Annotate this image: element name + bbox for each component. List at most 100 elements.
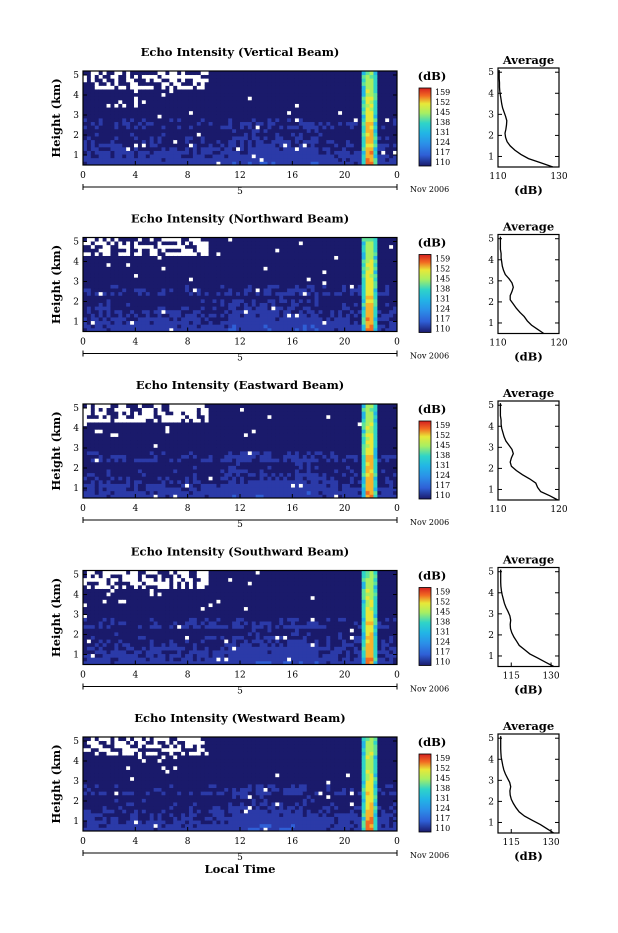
- heatmap-cell: [366, 89, 370, 93]
- heatmap-cell: [264, 274, 268, 278]
- heatmap-cell: [189, 89, 193, 93]
- heatmap-cell: [146, 476, 150, 480]
- heatmap-cell: [138, 143, 142, 147]
- heatmap-cell: [319, 256, 323, 260]
- heatmap-cell: [134, 129, 138, 133]
- heatmap-cell: [373, 306, 377, 310]
- heatmap-cell: [177, 313, 181, 317]
- heatmap-cell: [158, 125, 162, 129]
- heatmap-cell: [228, 125, 232, 129]
- heatmap-cell: [291, 143, 295, 147]
- heatmap-cell: [307, 281, 311, 285]
- heatmap-cell: [260, 158, 264, 162]
- heatmap-cell: [252, 129, 256, 133]
- heatmap-cell: [177, 71, 181, 75]
- heatmap-cell: [177, 487, 181, 491]
- heatmap-cell: [350, 270, 354, 274]
- heatmap-cell: [110, 306, 114, 310]
- heatmap-cell: [244, 75, 248, 79]
- heatmap-cell: [185, 303, 189, 307]
- heatmap-cell: [169, 238, 173, 242]
- heatmap-cell: [370, 256, 374, 260]
- heatmap-cell: [389, 277, 393, 281]
- heatmap-cell: [134, 111, 138, 115]
- heatmap-cell: [377, 248, 381, 252]
- heatmap-cell: [114, 285, 118, 289]
- heatmap-cell: [326, 147, 330, 151]
- heatmap-cell: [197, 125, 201, 129]
- heatmap-cell: [326, 82, 330, 86]
- heatmap-cell: [267, 292, 271, 296]
- heatmap-cell: [154, 122, 158, 126]
- heatmap-cell: [83, 107, 87, 111]
- heatmap-cell: [220, 270, 224, 274]
- heatmap-cell: [315, 288, 319, 292]
- heatmap-cell: [224, 299, 228, 303]
- heatmap-cell: [91, 143, 95, 147]
- heatmap-cell: [126, 252, 130, 256]
- heatmap-cell: [122, 82, 126, 86]
- heatmap-cell: [389, 151, 393, 155]
- heatmap-cell: [99, 462, 103, 466]
- heatmap-cell: [264, 75, 268, 79]
- heatmap-cell: [177, 107, 181, 111]
- heatmap-cell: [264, 107, 268, 111]
- heatmap-cell: [224, 313, 228, 317]
- y-axis-label: Height (km): [49, 245, 63, 324]
- heatmap-cell: [162, 484, 166, 488]
- heatmap-cell: [134, 75, 138, 79]
- heatmap-cell: [83, 248, 87, 252]
- heatmap-cell: [197, 288, 201, 292]
- heatmap-cell: [256, 295, 260, 299]
- heatmap-cell: [354, 122, 358, 126]
- heatmap-cell: [142, 411, 146, 415]
- heatmap-cell: [150, 245, 154, 249]
- heatmap-cell: [264, 277, 268, 281]
- heatmap-cell: [342, 104, 346, 108]
- colorbar-label: 145: [435, 108, 450, 117]
- heatmap-cell: [326, 281, 330, 285]
- heatmap-cell: [150, 473, 154, 477]
- heatmap-cell: [150, 480, 154, 484]
- heatmap-cell: [91, 270, 95, 274]
- heatmap-cell: [346, 324, 350, 328]
- heatmap-cell: [193, 107, 197, 111]
- heatmap-cell: [169, 248, 173, 252]
- heatmap-cell: [103, 256, 107, 260]
- heatmap-cell: [287, 248, 291, 252]
- heatmap-cell: [181, 426, 185, 430]
- heatmap-cell: [291, 96, 295, 100]
- heatmap-cell: [162, 114, 166, 118]
- heatmap-cell: [130, 408, 134, 412]
- heatmap-cell: [326, 266, 330, 270]
- heatmap-cell: [134, 465, 138, 469]
- heatmap-cell: [134, 310, 138, 314]
- heatmap-cell: [158, 104, 162, 108]
- heatmap-cell: [295, 310, 299, 314]
- heatmap-cell: [122, 451, 126, 455]
- heatmap-cell: [197, 111, 201, 115]
- heatmap-cell: [209, 154, 213, 158]
- heatmap-cell: [307, 259, 311, 263]
- heatmap-cell: [295, 281, 299, 285]
- heatmap-cell: [169, 158, 173, 162]
- heatmap-cell: [99, 82, 103, 86]
- heatmap-cell: [252, 285, 256, 289]
- heatmap-cell: [201, 111, 205, 115]
- heatmap-cell: [99, 440, 103, 444]
- heatmap-cell: [271, 158, 275, 162]
- heatmap-cell: [311, 143, 315, 147]
- heatmap-cell: [354, 245, 358, 249]
- heatmap-cell: [154, 480, 158, 484]
- heatmap-cell: [275, 104, 279, 108]
- heatmap-cell: [83, 458, 87, 462]
- heatmap-cell: [385, 241, 389, 245]
- heatmap-cell: [311, 281, 315, 285]
- heatmap-cell: [334, 299, 338, 303]
- heatmap-cell: [99, 78, 103, 82]
- heatmap-cell: [138, 111, 142, 115]
- heatmap-cell: [295, 321, 299, 325]
- heatmap-cell: [236, 277, 240, 281]
- heatmap-cell: [295, 303, 299, 307]
- heatmap-cell: [114, 78, 118, 82]
